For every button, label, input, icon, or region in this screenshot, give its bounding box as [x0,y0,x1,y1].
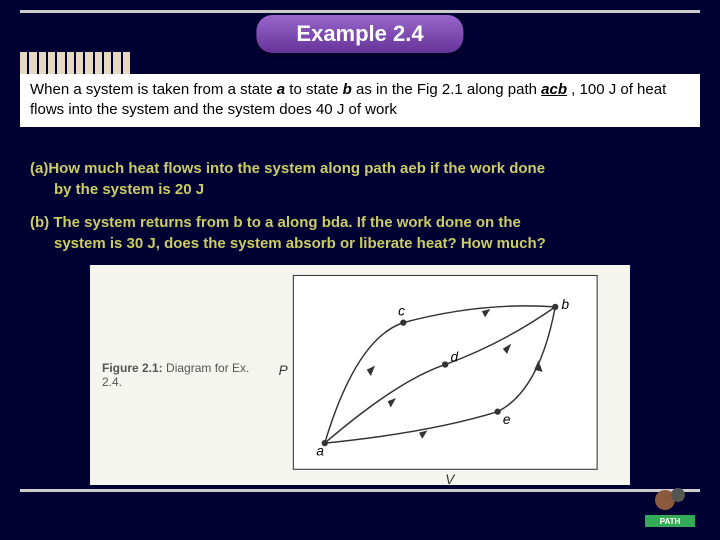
qb-line1: The system returns from b to a along bda… [49,214,521,231]
node-b [552,304,558,310]
question-b: (b) The system returns from b to a along… [30,212,690,254]
hat-icon [671,488,685,502]
node-d [442,361,448,367]
corner-decoration: PATH [640,480,700,530]
pv-diagram: P V a c d e [250,265,630,485]
intro-a: a [277,81,285,98]
intro-mid1: to state [289,81,342,98]
node-e [494,409,500,415]
path-sign-label: PATH [660,517,681,526]
node-a-label: a [316,444,324,459]
example-banner: Example 2.4 [256,15,463,53]
node-b-label: b [562,297,570,312]
questions: (a)How much heat flows into the system a… [30,158,690,266]
intro-acb: acb [541,81,567,98]
decorative-stripes [20,52,130,74]
intro-pre: When a system is taken from a state [30,81,277,98]
bottom-divider [20,489,700,492]
chart-frame [293,275,597,469]
intro-mid2: as in the Fig 2.1 along path [356,81,541,98]
intro-text-box: When a system is taken from a state a to… [20,74,700,127]
qb-line2: system is 30 J, does the system absorb o… [30,233,690,254]
figure-container: Figure 2.1: Diagram for Ex. 2.4. P V a [90,265,630,485]
intro-b: b [343,81,352,98]
qa-label: (a) [30,160,48,177]
node-c-label: c [398,303,405,318]
qa-line2: by the system is 20 J [30,179,690,200]
top-divider [20,10,700,13]
y-axis-label: P [279,363,288,378]
qb-label: (b) [30,214,49,231]
question-a: (a)How much heat flows into the system a… [30,158,690,200]
figure-caption-bold: Figure 2.1: [102,361,163,375]
x-axis-label: V [445,472,456,485]
figure-caption: Figure 2.1: Diagram for Ex. 2.4. [90,361,250,389]
node-c [400,319,406,325]
node-e-label: e [503,412,511,427]
banner-title: Example 2.4 [296,21,423,46]
node-d-label: d [450,349,458,364]
qa-line1: How much heat flows into the system alon… [48,160,545,177]
